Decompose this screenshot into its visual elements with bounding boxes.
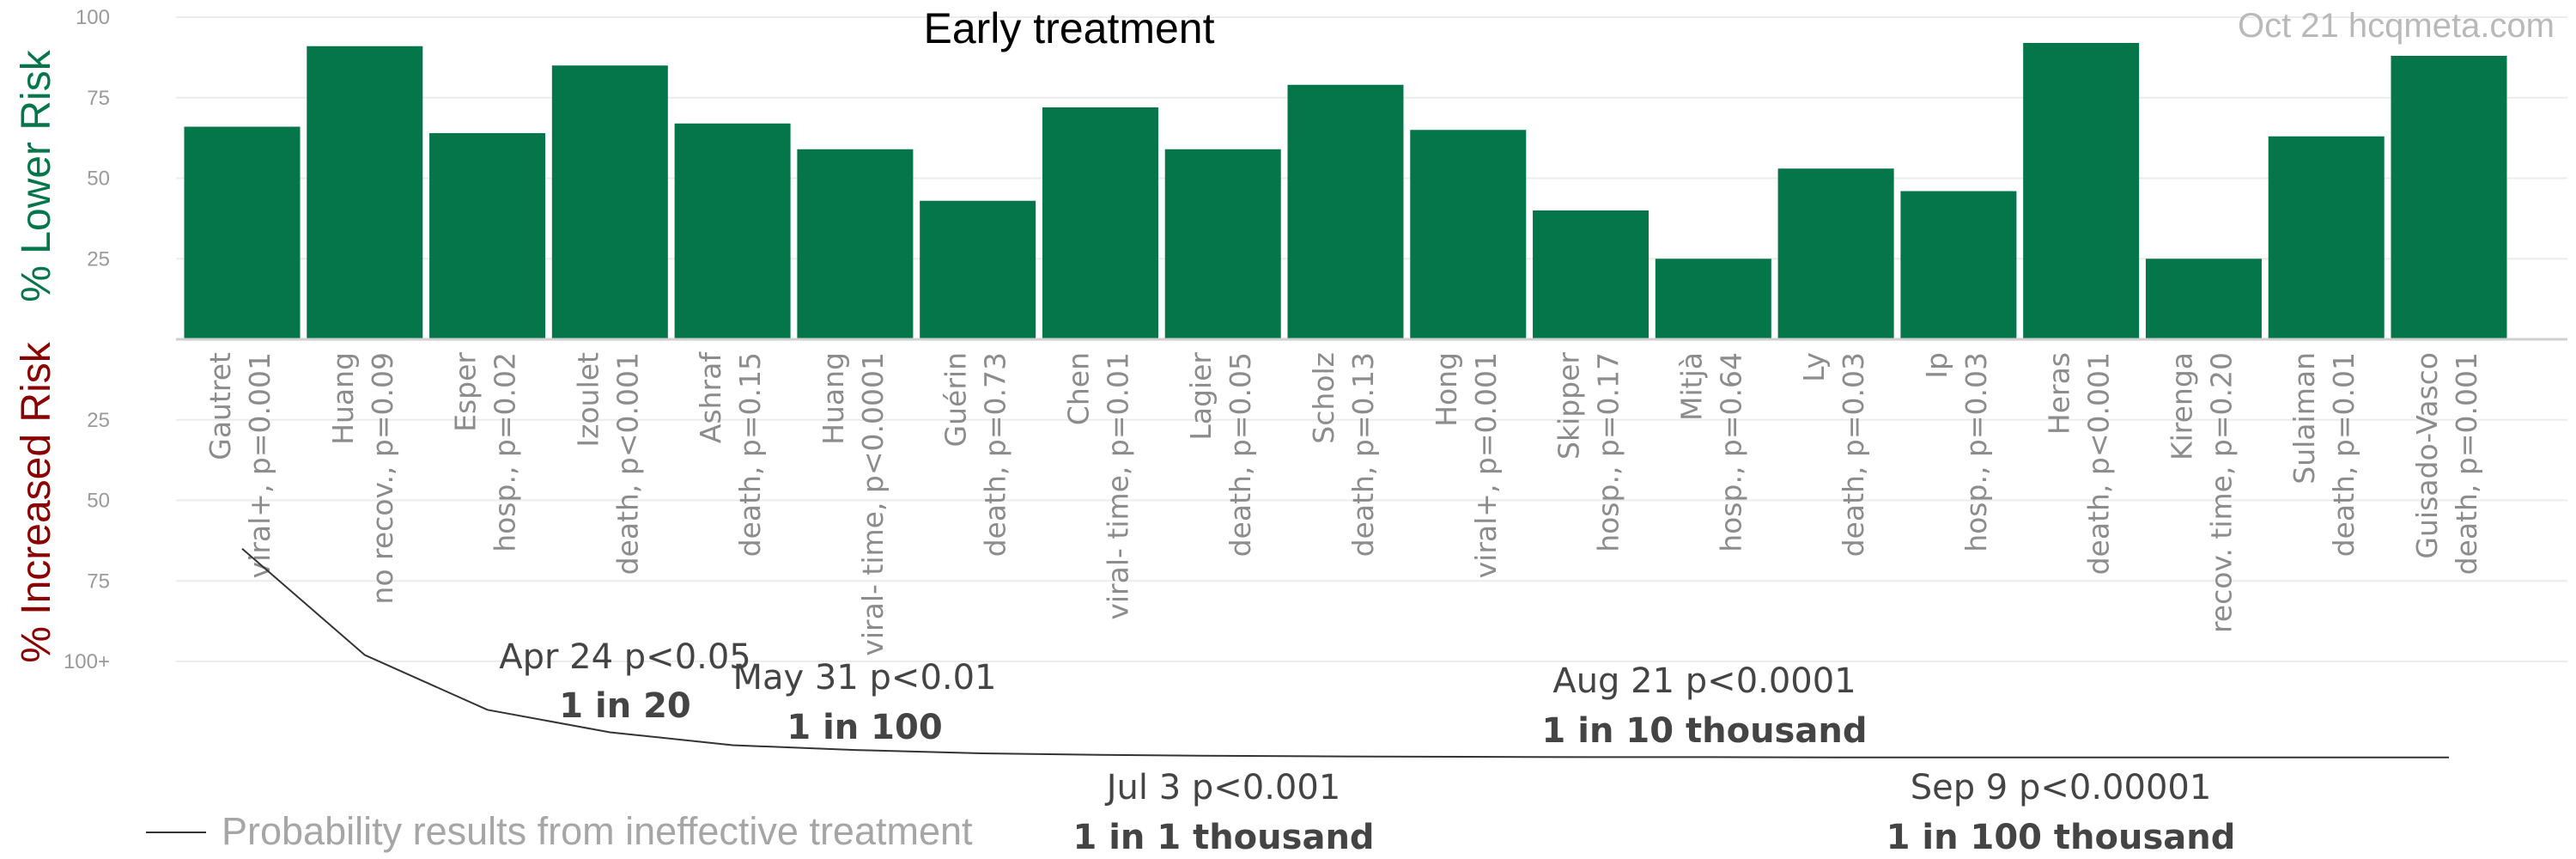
bar xyxy=(1655,259,1771,339)
x-tick-label-outcome: hosp., p=0.64 xyxy=(1714,352,1747,552)
annotation-date: Jul 3 xyxy=(1104,768,1192,807)
x-tick-labels: Gautret viral+, p=0.001 Huang no recov., p=… xyxy=(204,351,2483,656)
bar xyxy=(1777,168,1894,339)
legend-label: Probability results from ineffective tre… xyxy=(222,809,973,853)
bar xyxy=(429,133,546,339)
x-tick-label-author: Scholz xyxy=(1307,352,1340,444)
x-tick-label-outcome: death, p=0.15 xyxy=(733,352,767,557)
x-tick-label-outcome: death, p=0.03 xyxy=(1837,352,1870,557)
watermark: Oct 21 hcqmeta.com xyxy=(2238,7,2555,45)
x-tick-label-outcome: death, p=0.73 xyxy=(979,352,1012,557)
bar xyxy=(2023,43,2140,339)
x-tick-label-author: Lagier xyxy=(1184,352,1218,441)
annotation-odds: 1 in 1 thousand xyxy=(1072,818,1374,857)
bar xyxy=(1164,149,1281,339)
x-tick-label-author: Sulaiman xyxy=(2287,352,2321,484)
y-ticks-positive: 100 75 50 25 xyxy=(76,6,110,271)
x-tick-label-author: Guisado-Vasco xyxy=(2410,352,2444,559)
x-tick-label-author: Ly xyxy=(1797,352,1831,382)
annotation-odds: 1 in 100 thousand xyxy=(1886,818,2236,857)
x-tick-label-outcome: death, p=0.13 xyxy=(1346,352,1380,557)
annotations: Apr 24 p<0.05 1 in 20 May 31 p<0.01 1 in 10… xyxy=(499,637,2235,857)
annotation-p: p<0.0001 xyxy=(1686,661,1856,701)
y-ticks-negative: 25 50 75 100+ xyxy=(64,409,110,673)
x-tick-label-author: Gautret xyxy=(204,352,237,460)
annotation-threshold: Apr 24 p<0.05 xyxy=(499,637,751,677)
bar xyxy=(920,200,1036,339)
x-tick-label-outcome: viral- time, p<0.0001 xyxy=(856,352,890,656)
bar xyxy=(1900,191,2017,339)
x-tick-label-author: Huang xyxy=(326,352,360,445)
bar xyxy=(2268,136,2385,339)
annotation-threshold: Aug 21 p<0.0001 xyxy=(1552,661,1856,701)
y-tick-label: 25 xyxy=(87,409,110,432)
chart-title: Early treatment xyxy=(923,4,1214,52)
x-tick-label-author: Huang xyxy=(817,352,850,445)
annotation-date: Aug 21 xyxy=(1552,661,1685,701)
bar xyxy=(1287,84,1404,339)
bar xyxy=(184,126,301,339)
y-tick-label: 50 xyxy=(87,168,110,191)
x-tick-label-outcome: recov. time, p=0.20 xyxy=(2204,352,2238,633)
annotation-p: p<0.01 xyxy=(870,658,997,698)
y-tick-label: 75 xyxy=(87,570,110,593)
annotation-date: May 31 xyxy=(733,658,870,698)
annotation-date: Apr 24 xyxy=(499,637,624,677)
x-tick-label-author: Guérin xyxy=(939,352,973,447)
annotation-threshold: Jul 3 p<0.001 xyxy=(1104,768,1341,807)
x-tick-label-author: Izoulet xyxy=(571,352,605,448)
annotation-odds: 1 in 100 xyxy=(787,708,942,747)
bar xyxy=(674,123,791,339)
x-tick-label-outcome: viral- time, p=0.01 xyxy=(1101,352,1134,620)
annotation-threshold: Sep 9 p<0.00001 xyxy=(1911,768,2212,807)
x-tick-label-author: Esper xyxy=(449,352,483,432)
bar xyxy=(1042,107,1158,339)
x-tick-label-outcome: no recov., p=0.09 xyxy=(366,352,399,605)
x-tick-label-outcome: death, p=0.001 xyxy=(2450,352,2483,575)
y-tick-label: 100+ xyxy=(64,650,110,673)
probability-curve xyxy=(241,548,2449,758)
x-tick-label-author: Mitjà xyxy=(1674,352,1708,421)
bar xyxy=(2145,259,2262,339)
x-tick-label-outcome: death, p<0.001 xyxy=(2082,352,2116,575)
bar xyxy=(551,65,668,339)
x-tick-label-outcome: viral+, p=0.001 xyxy=(1469,352,1503,578)
x-tick-label-outcome: death, p<0.001 xyxy=(611,352,644,575)
annotation-p: p<0.00001 xyxy=(2019,768,2211,807)
y-tick-label: 50 xyxy=(87,490,110,513)
x-tick-label-author: Kirenga xyxy=(2165,352,2198,460)
x-tick-label-outcome: hosp., p=0.02 xyxy=(489,352,522,552)
x-tick-label-outcome: death, p=0.01 xyxy=(2327,352,2360,557)
y-tick-label: 25 xyxy=(87,247,110,271)
x-tick-label-outcome: hosp., p=0.03 xyxy=(1959,352,1993,552)
x-tick-label-author: Hong xyxy=(1430,352,1463,427)
annotation-threshold: May 31 p<0.01 xyxy=(733,658,997,698)
x-tick-label-author: Ip xyxy=(1920,352,1953,379)
bars xyxy=(184,43,2507,339)
annotation-p: p<0.05 xyxy=(624,637,751,677)
bar xyxy=(1533,210,1649,339)
bar xyxy=(797,149,914,339)
x-tick-label-outcome: hosp., p=0.17 xyxy=(1592,352,1625,552)
bar xyxy=(2391,56,2507,339)
annotation-date: Sep 9 xyxy=(1911,768,2019,807)
bar xyxy=(307,46,423,339)
x-tick-label-author: Chen xyxy=(1061,352,1095,425)
x-tick-label-author: Ashraf xyxy=(694,351,727,443)
y-tick-label: 75 xyxy=(87,87,110,110)
y-axis-label-positive: % Lower Risk xyxy=(14,49,59,302)
bar xyxy=(1410,130,1527,339)
x-tick-label-outcome: death, p=0.05 xyxy=(1224,352,1257,557)
annotation-p: p<0.001 xyxy=(1192,768,1340,807)
y-tick-label: 100 xyxy=(76,6,110,29)
y-axis-label-negative: % Increased Risk xyxy=(14,341,59,662)
annotation-odds: 1 in 20 xyxy=(559,686,691,726)
x-tick-label-author: Heras xyxy=(2043,352,2076,435)
annotation-odds: 1 in 10 thousand xyxy=(1542,711,1868,751)
x-tick-label-outcome: viral+, p=0.001 xyxy=(243,352,276,578)
x-tick-label-author: Skipper xyxy=(1552,352,1586,460)
